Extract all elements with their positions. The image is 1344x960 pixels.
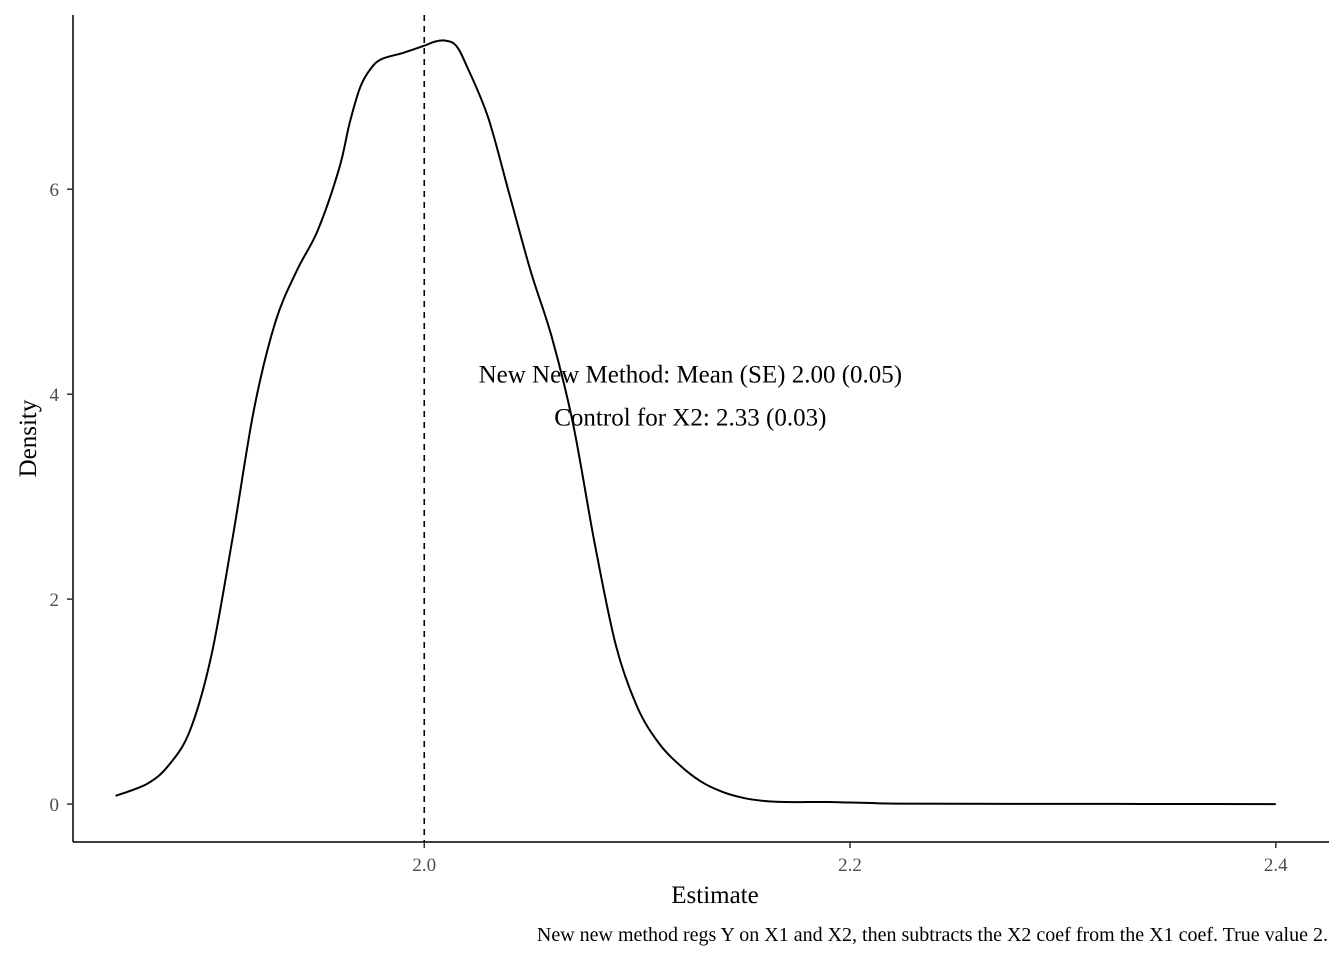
y-tick-label: 0 xyxy=(50,795,60,816)
x-tick-label: 2.0 xyxy=(412,855,436,876)
density-curve xyxy=(115,39,1276,806)
axes: 2.0 2.2 2.4 0 2 4 6 xyxy=(50,15,1329,876)
y-axis-title: Density xyxy=(15,399,42,477)
x-axis-title: Estimate xyxy=(671,882,758,909)
x-tick-label: 2.2 xyxy=(838,855,862,876)
chart-caption: New new method regs Y on X1 and X2, then… xyxy=(537,924,1328,946)
y-tick-label: 2 xyxy=(50,590,60,611)
annotation-mean-se: New New Method: Mean (SE) 2.00 (0.05) xyxy=(479,362,903,389)
x-tick-label: 2.4 xyxy=(1264,855,1288,876)
y-tick-label: 4 xyxy=(50,385,60,406)
plot-area xyxy=(115,15,1276,842)
y-tick-label: 6 xyxy=(50,180,60,201)
annotation-control-x2: Control for X2: 2.33 (0.03) xyxy=(554,405,826,432)
